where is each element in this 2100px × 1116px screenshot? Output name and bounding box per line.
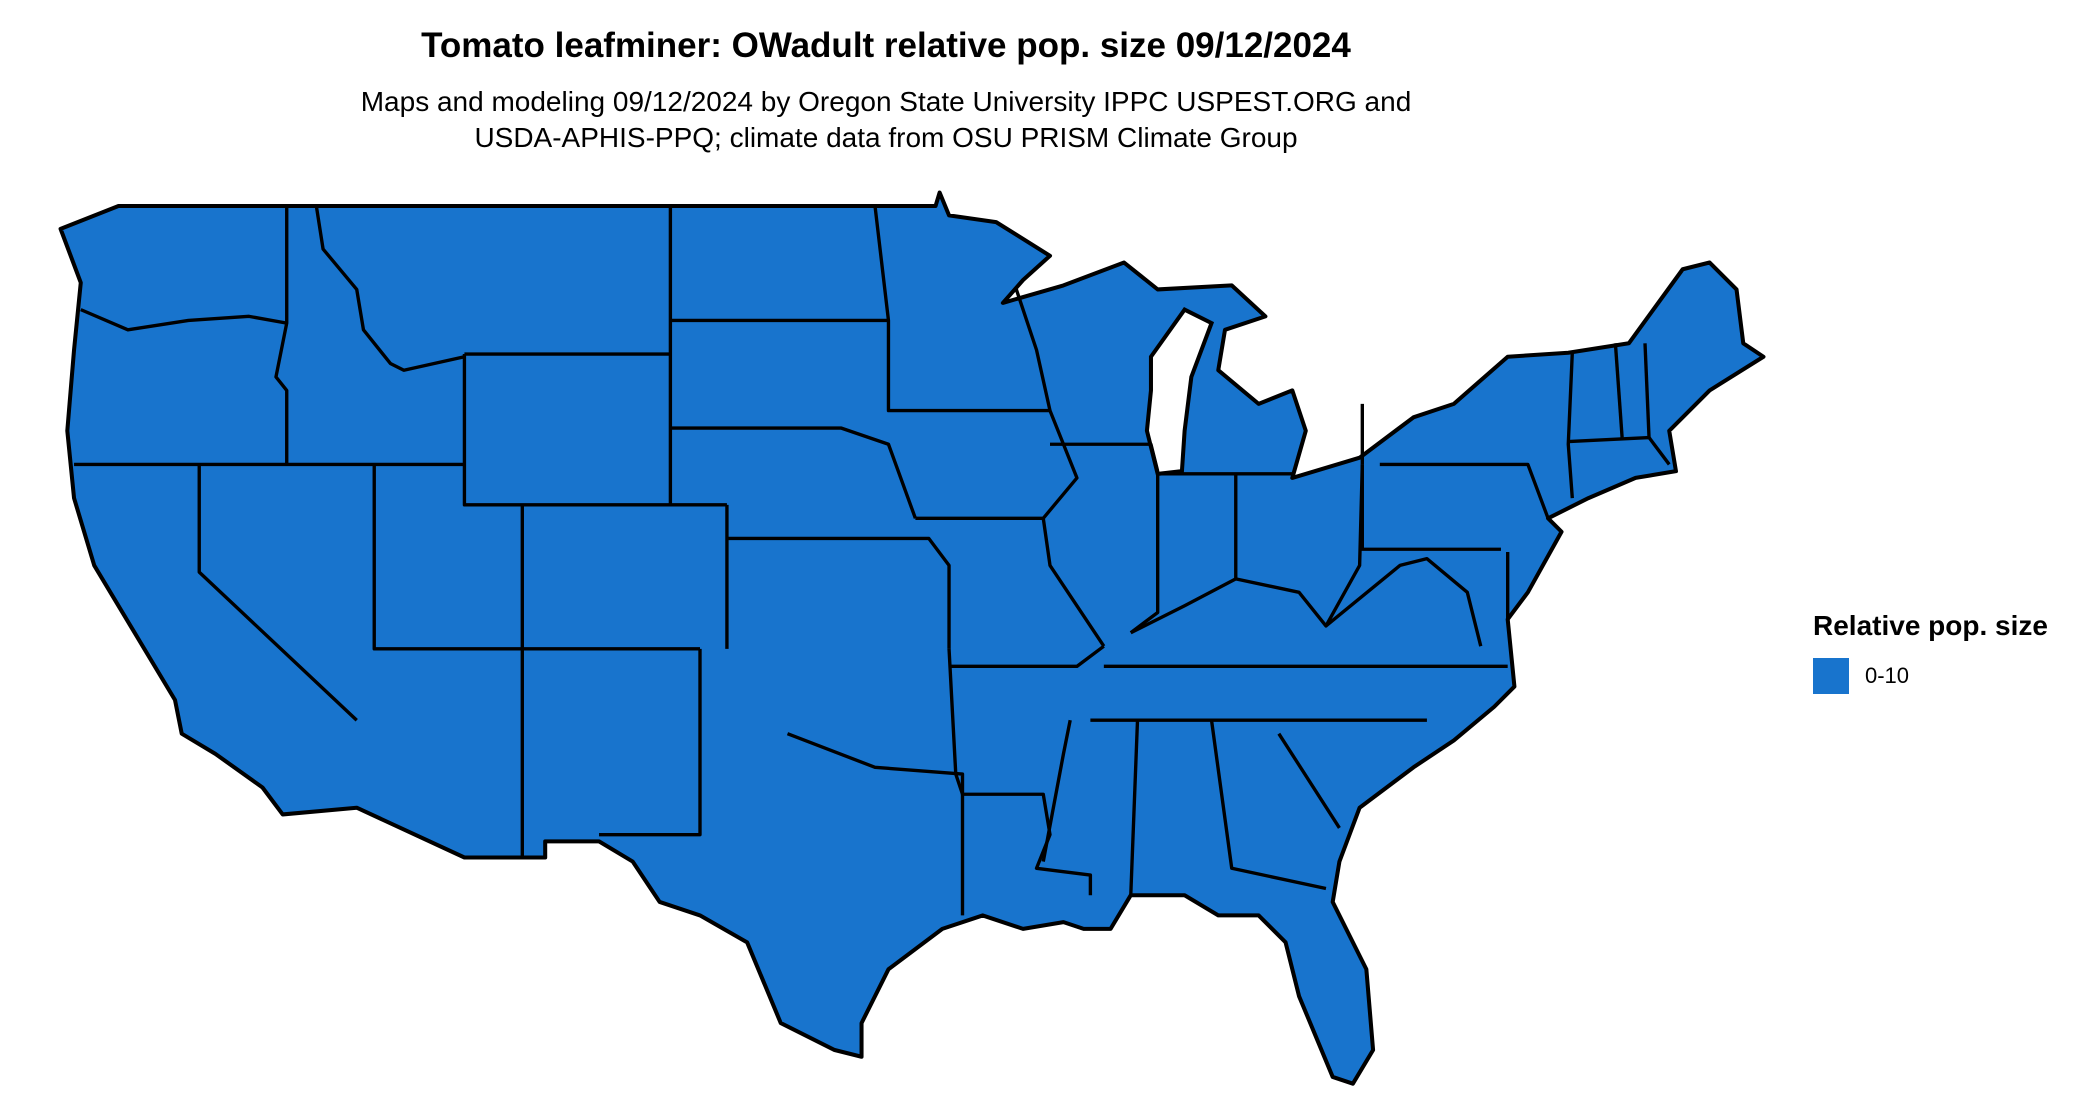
map-subtitle-line1: Maps and modeling 09/12/2024 by Oregon S… (360, 86, 1412, 117)
us-land (58, 190, 1766, 1086)
map-subtitle-line2: USDA-APHIS-PPQ; climate data from OSU PR… (474, 122, 1298, 153)
legend-item: 0-10 (1813, 658, 2048, 694)
legend-swatch (1813, 658, 1849, 694)
state-borders (74, 205, 1671, 916)
legend-title: Relative pop. size (1813, 610, 2048, 641)
legend: Relative pop. size 0-10 (1813, 610, 2048, 694)
legend-label: 0-10 (1865, 663, 1910, 688)
lake-michigan (1144, 307, 1215, 477)
map-title: Tomato leafminer: OWadult relative pop. … (421, 26, 1351, 65)
